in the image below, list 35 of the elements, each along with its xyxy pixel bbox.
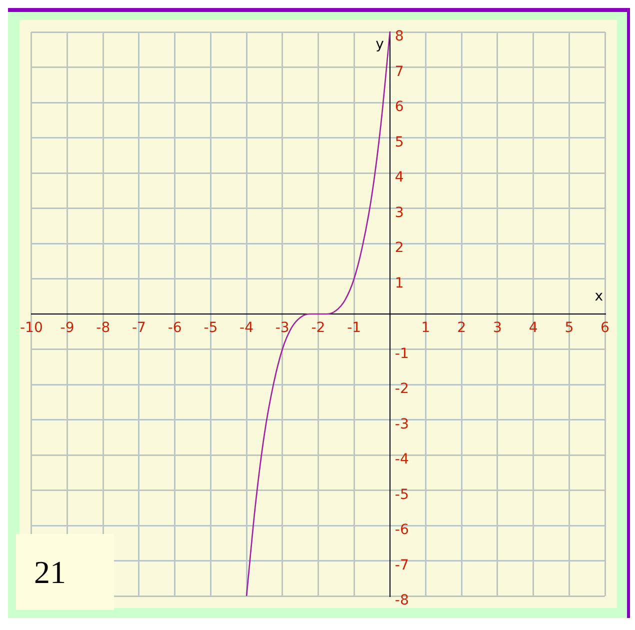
x-tick-label: 5 xyxy=(564,320,574,336)
x-tick-label: -9 xyxy=(60,320,74,336)
x-tick-label: -8 xyxy=(96,320,110,336)
y-tick-label: -5 xyxy=(394,486,409,503)
y-tick-label: 5 xyxy=(394,134,404,150)
y-tick-label: 1 xyxy=(394,275,404,292)
x-tick-label: 6 xyxy=(600,320,610,336)
annotation: 21 xyxy=(16,534,114,610)
y-tick-label: -8 xyxy=(394,592,409,609)
x-axis-title: x xyxy=(594,288,603,305)
y-tick-label: -4 xyxy=(394,452,409,468)
x-tick-label: 1 xyxy=(421,320,430,336)
y-tick-label: 8 xyxy=(394,28,404,45)
y-tick-label: 6 xyxy=(394,99,404,116)
y-tick-label: 4 xyxy=(394,170,404,186)
x-tick-label: 2 xyxy=(457,320,466,336)
y-axis-title: y xyxy=(376,36,384,53)
x-tick-label: -2 xyxy=(311,320,326,336)
y-tick-label: -6 xyxy=(394,522,409,538)
y-tick-label: 7 xyxy=(394,64,404,80)
y-tick-label: 2 xyxy=(394,240,404,256)
x-tick-label: -6 xyxy=(168,320,182,336)
x-tick-label: -5 xyxy=(204,320,218,336)
y-tick-label: 3 xyxy=(394,204,404,221)
x-tick-label: -4 xyxy=(240,320,254,336)
x-tick-label: -10 xyxy=(20,320,43,336)
x-tick-label: -3 xyxy=(275,320,290,336)
x-tick-label: 3 xyxy=(492,320,502,336)
y-tick-label: -7 xyxy=(394,557,409,574)
y-tick-label: -1 xyxy=(394,346,409,362)
x-tick-label: -7 xyxy=(132,320,146,336)
y-tick-label: -3 xyxy=(394,416,409,432)
x-tick-label: 4 xyxy=(528,320,538,336)
x-tick-label: -1 xyxy=(347,320,362,336)
y-tick-label: -2 xyxy=(394,381,409,398)
